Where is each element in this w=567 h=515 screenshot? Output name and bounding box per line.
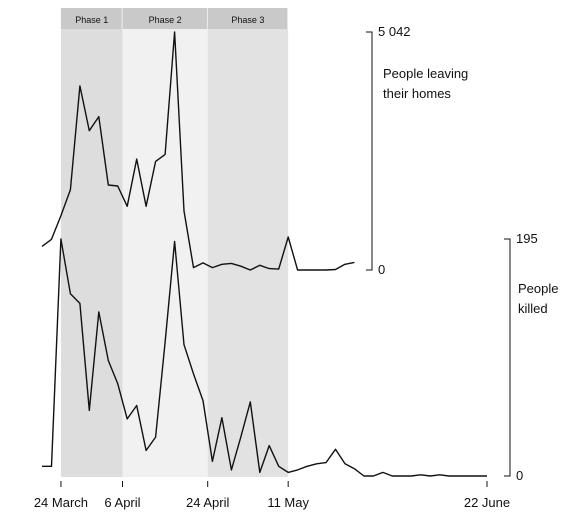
y-axes: 5 042 0 195 0 (366, 24, 538, 483)
y-axis-min-label-2: 0 (516, 468, 523, 483)
phase-band-2 (122, 8, 208, 477)
y-axis-2 (504, 238, 511, 477)
series-line-2 (42, 238, 487, 477)
series-labels: People leaving their homes People killed (383, 66, 558, 316)
series-label-2-line-1: People (518, 281, 558, 296)
phase-header-2 (122, 8, 208, 29)
x-tick-label-1: 24 March (34, 495, 88, 510)
phase-header-3 (207, 8, 289, 29)
y-axis-max-label-1: 5 042 (378, 24, 411, 39)
phase-band-1 (60, 8, 123, 477)
series-lines (41, 31, 487, 477)
y-axis-min-label-1: 0 (378, 262, 385, 277)
series-label-2-line-2: killed (518, 301, 548, 316)
series-label-1-line-1: People leaving (383, 66, 468, 81)
x-axis-ticks: 24 March 6 April 24 April 11 May 22 June (34, 481, 510, 510)
phase-header-1 (60, 8, 123, 29)
x-tick-label-4: 11 May (267, 495, 309, 510)
phase-bands: Phase 1 Phase 2 Phase 3 (60, 8, 289, 477)
phase-label-2: Phase 2 (149, 15, 182, 25)
y-axis-1 (366, 31, 373, 271)
x-tick-label-5: 22 June (464, 495, 510, 510)
x-tick-label-2: 6 April (104, 495, 140, 510)
phase-band-3 (207, 8, 289, 477)
phase-label-3: Phase 3 (231, 15, 264, 25)
series-label-1-line-2: their homes (383, 86, 451, 101)
phase-label-1: Phase 1 (75, 15, 108, 25)
x-tick-label-3: 24 April (186, 495, 229, 510)
series-line-1 (41, 31, 355, 271)
y-axis-max-label-2: 195 (516, 231, 538, 246)
